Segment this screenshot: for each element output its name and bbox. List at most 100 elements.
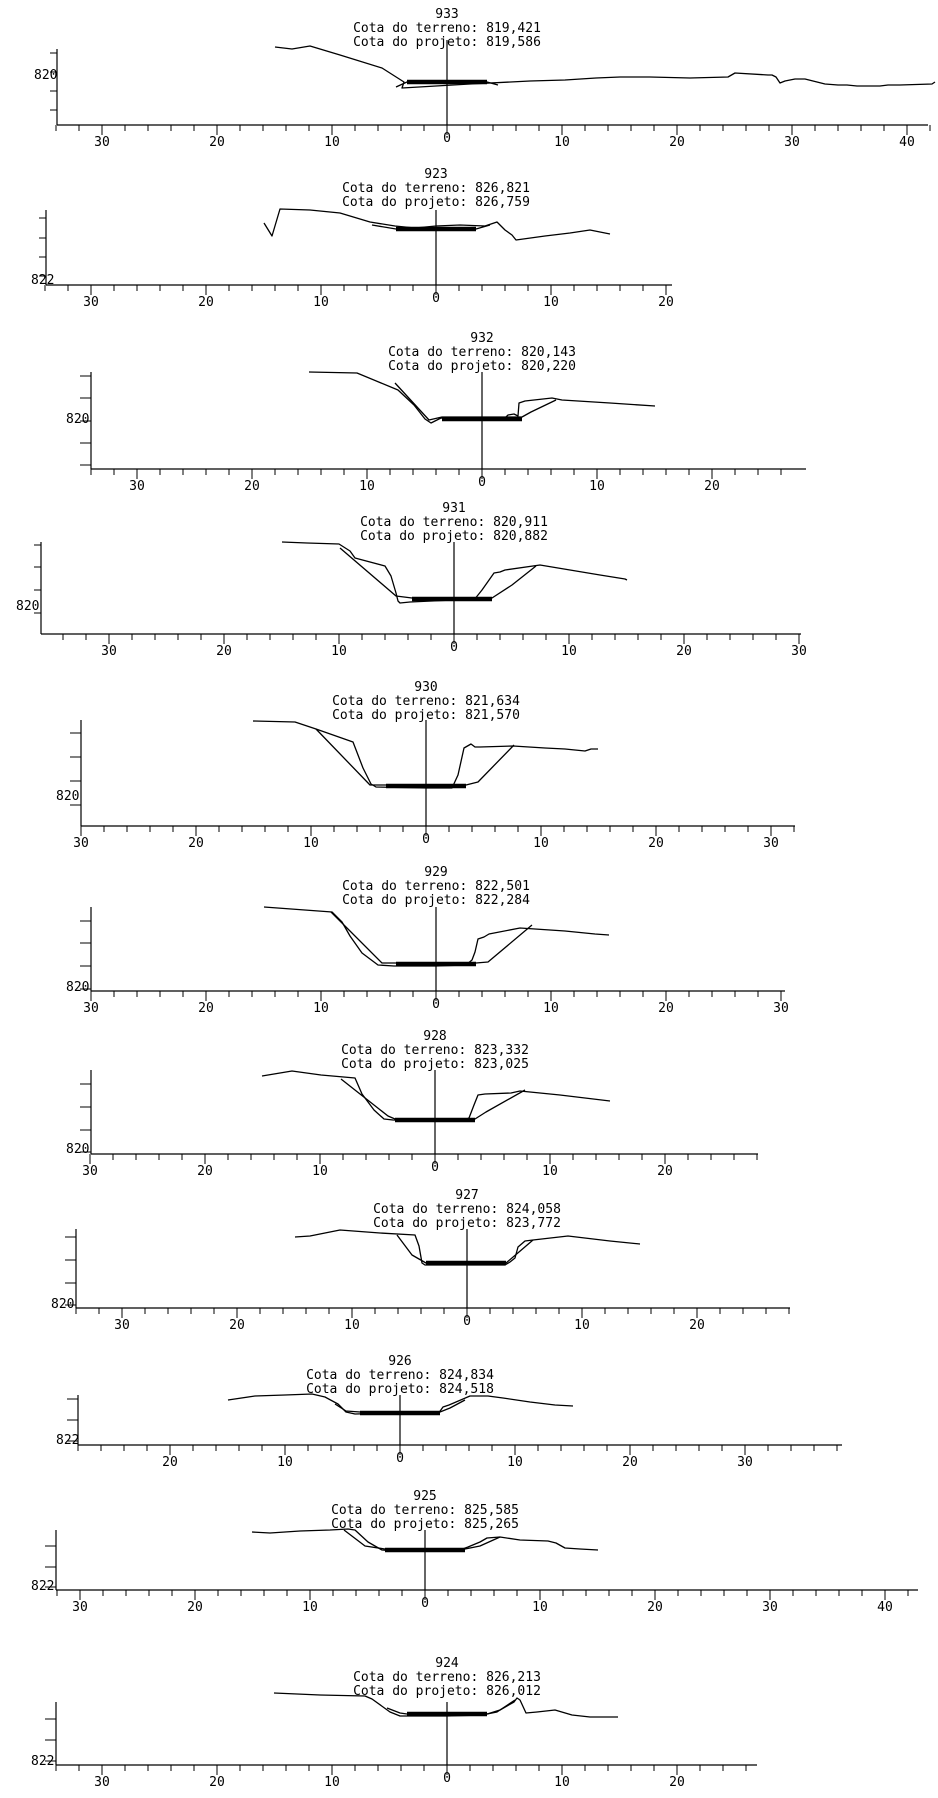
- terrain-elevation-line: Cota do terreno: 826,821: [342, 181, 530, 196]
- tick-label: 30: [129, 479, 145, 494]
- tick-label: 40: [899, 135, 915, 150]
- cross-section-931: 931 Cota do terreno: 820,911 Cota do pro…: [16, 501, 807, 659]
- elevation-ticks: [34, 544, 41, 614]
- tick-label: 20: [704, 479, 720, 494]
- cross-section-932: 932 Cota do terreno: 820,143 Cota do pro…: [66, 331, 806, 494]
- terrain-elevation-line: Cota do terreno: 819,421: [353, 21, 541, 36]
- tick-label: 0: [431, 1160, 439, 1175]
- tick-label: 30: [83, 1001, 99, 1016]
- cross-section-928: 928 Cota do terreno: 823,332 Cota do pro…: [66, 1029, 758, 1179]
- tick-label: 10: [554, 1775, 570, 1790]
- terrain-elevation-line: Cota do terreno: 825,585: [331, 1503, 519, 1518]
- elevation-axis: [55, 1702, 757, 1766]
- terrain-profile: [252, 720, 598, 789]
- elevation-axis: [45, 210, 672, 286]
- elevation-label: 820: [16, 599, 39, 614]
- station-number: 928: [423, 1029, 446, 1044]
- elevation-axis: [90, 1070, 758, 1155]
- tick-label: 30: [737, 1455, 753, 1470]
- terrain-profile: [274, 45, 936, 89]
- tick-labels: 30 20 10 0 10 20: [129, 475, 720, 494]
- station-number: 924: [435, 1656, 459, 1671]
- tick-label: 0: [432, 291, 440, 306]
- tick-label: 10: [324, 135, 340, 150]
- tick-label: 0: [450, 640, 458, 655]
- tick-label: 20: [676, 644, 692, 659]
- tick-label: 10: [554, 135, 570, 150]
- tick-label: 10: [302, 1600, 318, 1615]
- elevation-ticks: [50, 52, 57, 111]
- tick-label: 10: [543, 1001, 559, 1016]
- tick-label: 0: [421, 1596, 429, 1611]
- terrain-elevation-line: Cota do terreno: 821,634: [332, 694, 520, 709]
- elevation-ticks: [45, 1718, 56, 1762]
- tick-label: 0: [443, 1771, 451, 1786]
- project-elevation-line: Cota do projeto: 822,284: [342, 893, 530, 908]
- elevation-label: 820: [66, 1142, 89, 1157]
- elevation-ticks: [70, 732, 81, 806]
- tick-label: 10: [561, 644, 577, 659]
- tick-label: 40: [877, 1600, 893, 1615]
- distance-ticks: [90, 991, 782, 1001]
- tick-label: 20: [648, 836, 664, 851]
- project-elevation-line: Cota do projeto: 820,220: [388, 359, 576, 374]
- distance-ticks: [75, 1308, 790, 1318]
- tick-label: 20: [669, 135, 685, 150]
- tick-label: 20: [209, 1775, 225, 1790]
- tick-label: 30: [773, 1001, 789, 1016]
- tick-label: 30: [94, 135, 110, 150]
- tick-label: 30: [791, 644, 807, 659]
- project-elevation-line: Cota do projeto: 820,882: [360, 529, 548, 544]
- station-number: 929: [424, 865, 447, 880]
- tick-labels: 30 20 10 0 10 20: [82, 1160, 673, 1179]
- tick-labels: 30 20 10 0 10 20 30: [83, 997, 789, 1016]
- tick-label: 20: [244, 479, 260, 494]
- tick-label: 30: [72, 1600, 88, 1615]
- tick-label: 10: [507, 1455, 523, 1470]
- tick-label: 10: [313, 295, 329, 310]
- tick-label: 10: [312, 1164, 328, 1179]
- tick-label: 20: [197, 1164, 213, 1179]
- elevation-ticks: [80, 375, 91, 466]
- tick-label: 30: [94, 1775, 110, 1790]
- distance-ticks: [44, 285, 667, 295]
- project-elevation-line: Cota do projeto: 823,772: [373, 1216, 561, 1231]
- elevation-ticks: [39, 217, 46, 277]
- tick-label: 30: [73, 836, 89, 851]
- station-number: 933: [435, 7, 458, 22]
- tick-label: 10: [324, 1775, 340, 1790]
- tick-label: 10: [532, 1600, 548, 1615]
- tick-label: 20: [669, 1775, 685, 1790]
- tick-label: 10: [313, 1001, 329, 1016]
- tick-label: 10: [344, 1318, 360, 1333]
- elevation-label: 820: [56, 789, 79, 804]
- project-elevation-line: Cota do projeto: 821,570: [332, 708, 520, 723]
- tick-label: 0: [396, 1451, 404, 1466]
- tick-label: 20: [162, 1455, 178, 1470]
- elevation-axis: [40, 542, 801, 635]
- tick-label: 10: [359, 479, 375, 494]
- project-profile: [340, 1078, 526, 1120]
- station-number: 931: [442, 501, 465, 516]
- elevation-ticks: [67, 1398, 78, 1442]
- tick-label: 20: [658, 1001, 674, 1016]
- elevation-label: 820: [34, 68, 57, 83]
- tick-label: 30: [83, 295, 99, 310]
- tick-label: 20: [647, 1600, 663, 1615]
- elevation-label: 822: [31, 1579, 54, 1594]
- project-elevation-line: Cota do projeto: 826,012: [353, 1684, 541, 1699]
- tick-label: 10: [574, 1318, 590, 1333]
- tick-label: 20: [187, 1600, 203, 1615]
- cross-section-925: 925 Cota do terreno: 825,585 Cota do pro…: [31, 1489, 918, 1615]
- elevation-ticks: [80, 920, 91, 990]
- station-number: 926: [388, 1354, 411, 1369]
- cross-section-923: 923 Cota do terreno: 826,821 Cota do pro…: [31, 167, 674, 310]
- project-elevation-line: Cota do projeto: 826,759: [342, 195, 530, 210]
- cross-section-933: 933 Cota do terreno: 819,421 Cota do pro…: [34, 7, 936, 150]
- tick-labels: 30 20 10 0 10 20 30: [101, 640, 807, 659]
- tick-label: 30: [784, 135, 800, 150]
- project-profile: [339, 547, 537, 599]
- cross-section-929: 929 Cota do terreno: 822,501 Cota do pro…: [66, 865, 789, 1016]
- tick-label: 10: [542, 1164, 558, 1179]
